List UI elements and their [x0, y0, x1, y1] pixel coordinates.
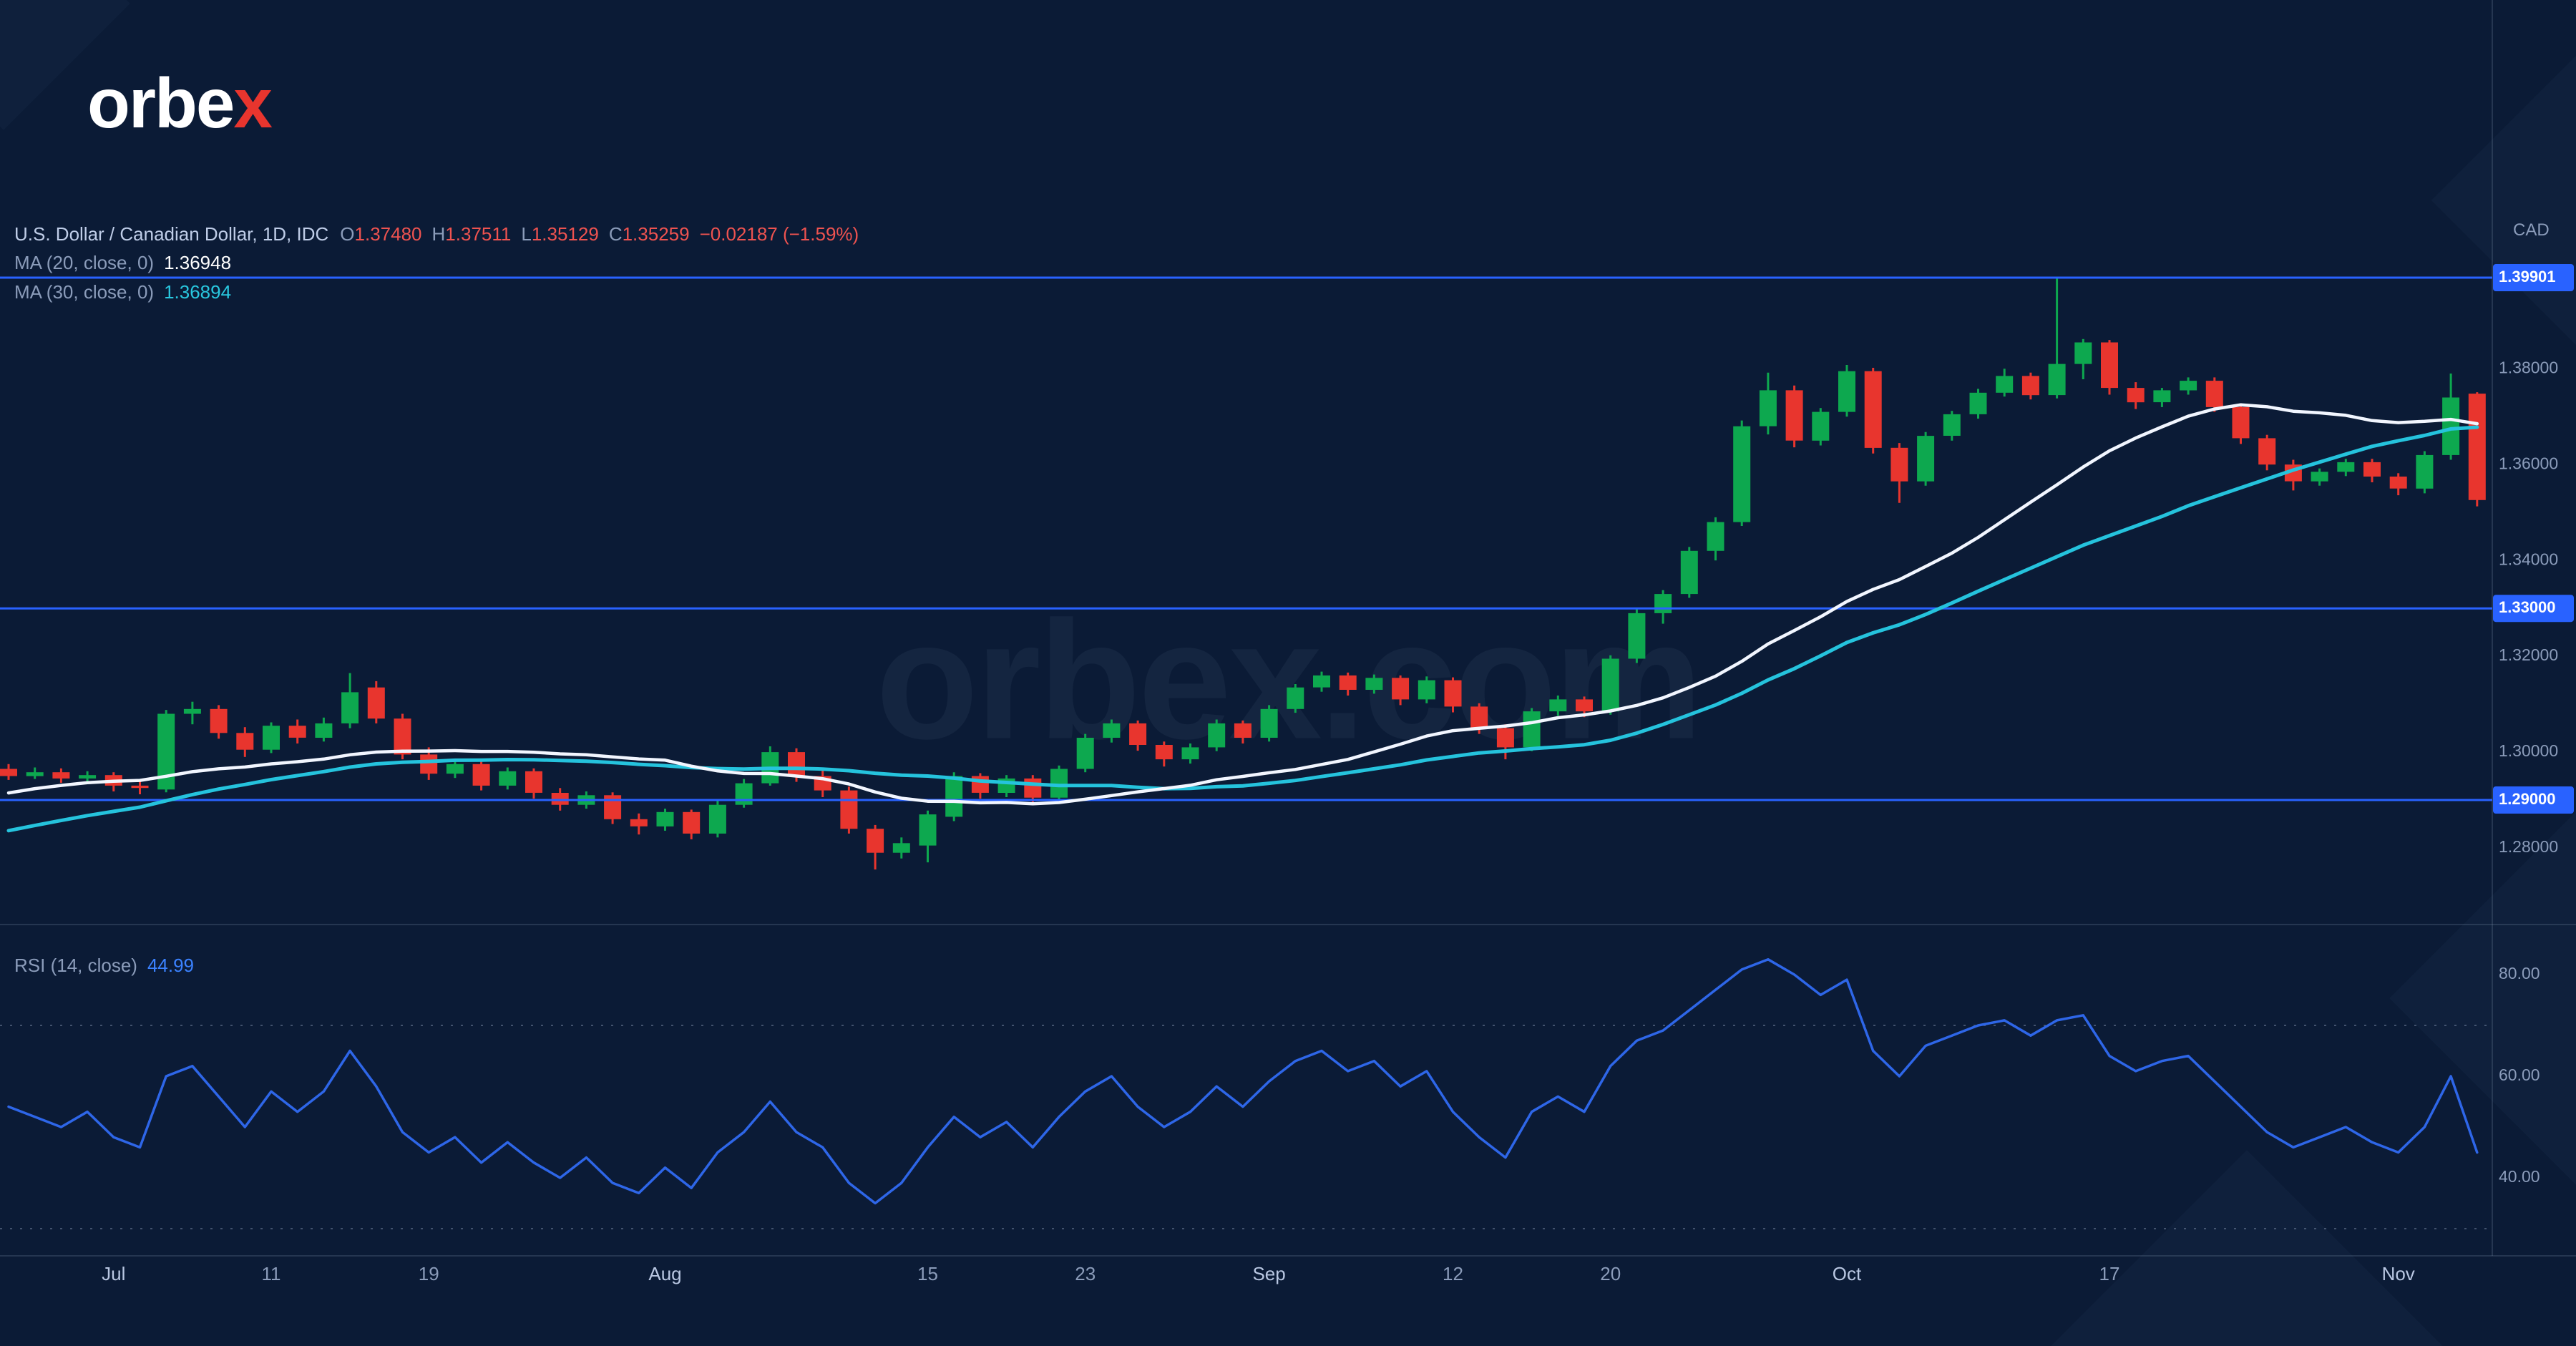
ma20-label: MA (20, close, 0)	[14, 252, 155, 273]
svg-text:1.33000: 1.33000	[2499, 598, 2556, 616]
svg-text:23: 23	[1075, 1263, 1096, 1284]
ma20-value: 1.36948	[164, 252, 232, 273]
svg-text:1.28000: 1.28000	[2499, 837, 2558, 856]
rsi-axis[interactable]: 80.00 60.00 40.00	[2499, 964, 2540, 1186]
ma30-label: MA (30, close, 0)	[14, 281, 155, 303]
rsi-band-lines	[0, 1025, 2492, 1229]
svg-text:1.29000: 1.29000	[2499, 790, 2556, 808]
orbex-logo: orbex	[87, 63, 273, 144]
svg-text:12: 12	[1443, 1263, 1463, 1284]
logo-text-x: x	[233, 64, 272, 142]
watermark: orbex.com	[875, 585, 1703, 774]
rsi-value: 44.99	[147, 955, 195, 976]
price-level-lines[interactable]	[0, 276, 2492, 801]
ohlc-open: O1.37480	[340, 223, 422, 245]
svg-text:1.30000: 1.30000	[2499, 741, 2558, 760]
svg-text:20: 20	[1600, 1263, 1621, 1284]
svg-text:1.34000: 1.34000	[2499, 550, 2558, 568]
ohlc-high: H1.37511	[431, 223, 512, 245]
svg-text:Jul: Jul	[102, 1263, 125, 1284]
svg-text:1.32000: 1.32000	[2499, 645, 2558, 664]
ma30-line[interactable]	[6, 425, 2479, 833]
price-axis[interactable]: 1.38000 1.36000 1.34000 1.32000 1.30000 1.280…	[2493, 264, 2574, 856]
symbol-legend[interactable]: U.S. Dollar / Canadian Dollar, 1D, IDC O…	[14, 223, 859, 245]
svg-text:Nov: Nov	[2382, 1263, 2415, 1284]
svg-text:17: 17	[2099, 1263, 2120, 1284]
logo-text-white: orbe	[87, 64, 235, 142]
time-axis[interactable]: Jul 11 19 Aug 15 23 Sep 12 20 Oct 17 Nov	[102, 1263, 2415, 1284]
rsi-line[interactable]	[7, 957, 2479, 1205]
svg-text:15: 15	[917, 1263, 938, 1284]
svg-text:1.36000: 1.36000	[2499, 454, 2558, 472]
svg-text:Sep: Sep	[1252, 1263, 1285, 1284]
rsi-legend[interactable]: RSI (14, close) 44.99	[14, 955, 194, 977]
symbol-title: U.S. Dollar / Canadian Dollar, 1D, IDC	[14, 223, 329, 245]
svg-text:80.00: 80.00	[2499, 964, 2540, 982]
ma20-line[interactable]	[6, 403, 2479, 806]
ohlc-change: −0.02187 (−1.59%)	[699, 223, 859, 245]
ohlc-low: L1.35129	[521, 223, 599, 245]
svg-text:40.00: 40.00	[2499, 1167, 2540, 1186]
svg-text:Aug: Aug	[648, 1263, 681, 1284]
svg-text:1.39901: 1.39901	[2499, 268, 2556, 286]
svg-text:19: 19	[419, 1263, 439, 1284]
ma30-value: 1.36894	[164, 281, 232, 303]
ma30-legend[interactable]: MA (30, close, 0) 1.36894	[14, 281, 231, 303]
rsi-label: RSI (14, close)	[14, 955, 137, 976]
svg-text:60.00: 60.00	[2499, 1065, 2540, 1084]
candlestick-series[interactable]	[0, 278, 2486, 870]
svg-text:Oct: Oct	[1833, 1263, 1862, 1284]
svg-text:1.38000: 1.38000	[2499, 358, 2558, 376]
ohlc-close: C1.35259	[608, 223, 690, 245]
svg-text:11: 11	[262, 1263, 281, 1284]
price-axis-currency: CAD	[2513, 220, 2550, 240]
pane-dividers	[0, 0, 2576, 1257]
ma20-legend[interactable]: MA (20, close, 0) 1.36948	[14, 252, 231, 274]
